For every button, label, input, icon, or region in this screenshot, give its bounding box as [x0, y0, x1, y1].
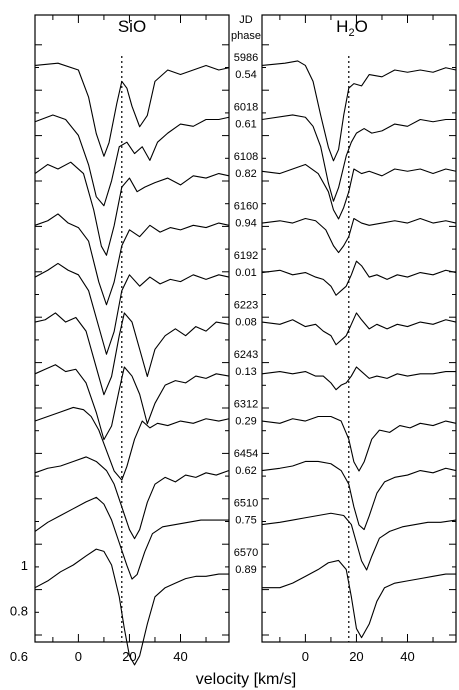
h2o-xtick-label-40: 40 [400, 649, 414, 664]
sio-panel-label: SiO [118, 17, 146, 36]
jd-label-6192: 6192 [234, 250, 258, 262]
jd-label-6160: 6160 [234, 201, 258, 213]
phase-label-6312: 0.29 [235, 416, 256, 428]
sio-spectrum-6223 [34, 312, 230, 396]
sio-panel: SiO [34, 14, 230, 666]
phase-label-6223: 0.08 [235, 317, 256, 329]
h2o-panel: H2O [261, 14, 457, 643]
h2o-spectrum-6243 [261, 366, 456, 391]
x-axis-title: velocity [km/s] [196, 671, 296, 688]
h2o-panel-frame [261, 14, 457, 643]
h2o-spectrum-6160 [261, 217, 457, 254]
sio-spectra-layer [34, 62, 230, 666]
epoch-labels: 5986 0.54 6018 0.61 6108 0.82 6160 0.94 6192 0.01… [234, 52, 258, 576]
h2o-spectrum-5986 [261, 60, 457, 162]
jd-label-6243: 6243 [234, 349, 258, 361]
ytick-label-1: 1 [21, 558, 28, 573]
sio-spectrum-6243 [34, 364, 230, 441]
h2o-spectrum-6192 [261, 260, 457, 296]
x-axis-labels: 0 20 40 0 20 40 [75, 649, 415, 664]
jd-label-6223: 6223 [234, 300, 258, 312]
phase-label-6510: 0.75 [235, 515, 256, 527]
jd-label-6108: 6108 [234, 151, 258, 163]
ytick-label-0.8: 0.8 [10, 603, 28, 618]
sio-xtick-label-40: 40 [173, 649, 187, 664]
phase-label-5986: 0.54 [235, 69, 256, 81]
h2o-xtick-label-20: 20 [349, 649, 363, 664]
sio-spectrum-6312 [34, 406, 230, 481]
h2o-spectra-layer [261, 60, 457, 639]
sio-spectrum-6018 [34, 114, 230, 207]
sio-spectrum-6160 [34, 213, 230, 306]
sio-xtick-label-0: 0 [75, 649, 82, 664]
phase-label-6018: 0.61 [235, 119, 256, 131]
h2o-xtick-label-0: 0 [302, 649, 309, 664]
h2o-label-subscript: 2 [348, 27, 354, 39]
phase-label-6570: 0.89 [235, 564, 256, 576]
jd-label-6018: 6018 [234, 102, 258, 114]
sio-ticks-layer [35, 15, 229, 642]
sio-panel-frame [34, 14, 230, 643]
jd-label-6510: 6510 [234, 498, 258, 510]
h2o-spectrum-6108 [261, 163, 457, 220]
h2o-ticks-layer [262, 15, 456, 642]
phase-label-6108: 0.82 [235, 168, 256, 180]
sio-spectrum-6454 [34, 456, 230, 540]
sio-xtick-label-20: 20 [122, 649, 136, 664]
sio-spectrum-6510 [34, 496, 229, 580]
jd-label-6312: 6312 [234, 399, 258, 411]
sio-spectrum-6570 [34, 548, 229, 666]
jd-label-6454: 6454 [234, 448, 258, 460]
sio-spectrum-6192 [34, 262, 230, 355]
h2o-spectrum-6454 [261, 460, 457, 531]
h2o-spectrum-6510 [261, 512, 457, 571]
h2o-label-end: O [355, 17, 368, 36]
center-header: JD phase [231, 14, 261, 42]
phase-header: phase [231, 30, 261, 42]
h2o-spectrum-6570 [262, 559, 456, 639]
h2o-spectrum-6223 [261, 312, 457, 346]
phase-label-6243: 0.13 [235, 366, 256, 378]
jd-header: JD [239, 14, 253, 26]
h2o-panel-label: H2O [336, 17, 368, 39]
ytick-label-0.6: 0.6 [10, 649, 28, 664]
h2o-spectrum-6018 [261, 114, 456, 202]
sio-spectrum-5986 [34, 62, 230, 157]
h2o-label-main: H [336, 17, 348, 36]
phase-label-6192: 0.01 [235, 267, 256, 279]
h2o-spectrum-6312 [261, 415, 457, 472]
phase-label-6454: 0.62 [235, 465, 256, 477]
sio-spectrum-6108 [34, 161, 230, 256]
phase-label-6160: 0.94 [235, 218, 256, 230]
jd-label-5986: 5986 [234, 52, 258, 64]
jd-label-6570: 6570 [234, 547, 258, 559]
y-axis-labels: 0.6 0.8 1 [10, 558, 28, 664]
